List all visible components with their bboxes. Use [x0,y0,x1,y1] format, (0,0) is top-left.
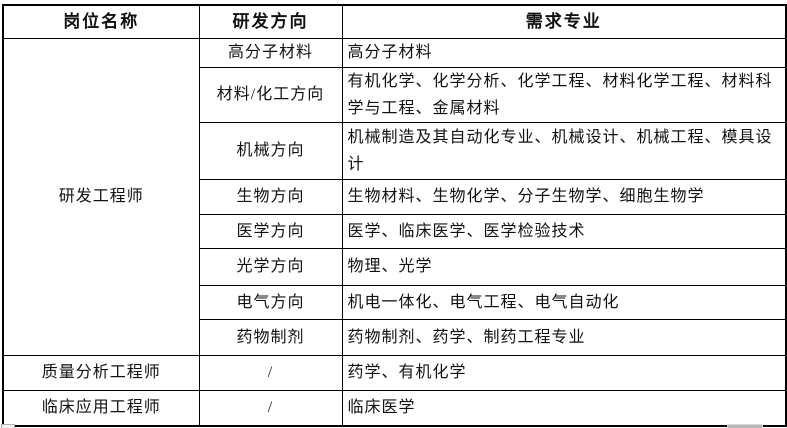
col-header-direction: 研发方向 [198,4,343,39]
table-handle-fragment [1,424,15,428]
col-header-position: 岗位名称 [2,4,200,39]
table-row: 光学方向 物理、光学 [3,247,787,286]
majors-cell: 有机化学、化学分析、化学工程、材料化学工程、材料科学与工程、金属材料 [341,66,787,123]
horizontal-scrollbar-thumb-fragment[interactable] [727,424,763,428]
direction-cell: 高分子材料 [198,37,343,68]
table-row: 机械方向 机械制造及其自动化专业、机械设计、机械工程、模具设计 [3,121,787,180]
majors-cell: 机电一体化、电气工程、电气自动化 [341,284,787,320]
table-row: 临床应用工程师 / 临床医学 [2,389,787,427]
job-requirements-table: 岗位名称 研发方向 需求专业 研发工程师 高分子材料 高分子材料 材料/化工方向… [2,4,787,427]
majors-cell: 药学、有机化学 [341,354,787,391]
majors-cell: 机械制造及其自动化专业、机械设计、机械工程、模具设计 [341,121,787,180]
table-row: 材料/化工方向 有机化学、化学分析、化学工程、材料化学工程、材料科学与工程、金属… [3,66,787,123]
majors-cell: 医学、临床医学、医学检验技术 [341,213,787,249]
majors-cell: 物理、光学 [341,247,787,286]
direction-cell: 材料/化工方向 [198,66,343,123]
table-row: 药物制剂 药物制剂、药学、制药工程专业 [3,318,787,356]
position-cell-clinical-engineer: 临床应用工程师 [2,389,200,427]
direction-cell: 光学方向 [198,247,343,286]
table-row: 医学方向 医学、临床医学、医学检验技术 [3,213,787,249]
table-row: 质量分析工程师 / 药学、有机化学 [2,354,787,391]
position-cell-rd-engineer: 研发工程师 [2,37,200,356]
direction-cell: / [198,354,343,391]
direction-cell: 机械方向 [198,121,343,180]
direction-cell: 药物制剂 [198,318,343,356]
majors-cell: 临床医学 [341,389,787,427]
majors-cell: 高分子材料 [341,37,787,68]
majors-cell: 生物材料、生物化学、分子生物学、细胞生物学 [341,178,787,215]
direction-cell: 医学方向 [198,213,343,249]
position-cell-qa-engineer: 质量分析工程师 [2,354,200,391]
col-header-majors: 需求专业 [341,4,787,39]
direction-cell: / [198,389,343,427]
header-row: 岗位名称 研发方向 需求专业 [2,4,787,39]
majors-cell: 药物制剂、药学、制药工程专业 [341,318,787,356]
table-row: 研发工程师 高分子材料 高分子材料 [2,37,787,356]
direction-cell: 生物方向 [198,178,343,215]
table-row: 生物方向 生物材料、生物化学、分子生物学、细胞生物学 [3,178,787,215]
direction-cell: 电气方向 [198,284,343,320]
